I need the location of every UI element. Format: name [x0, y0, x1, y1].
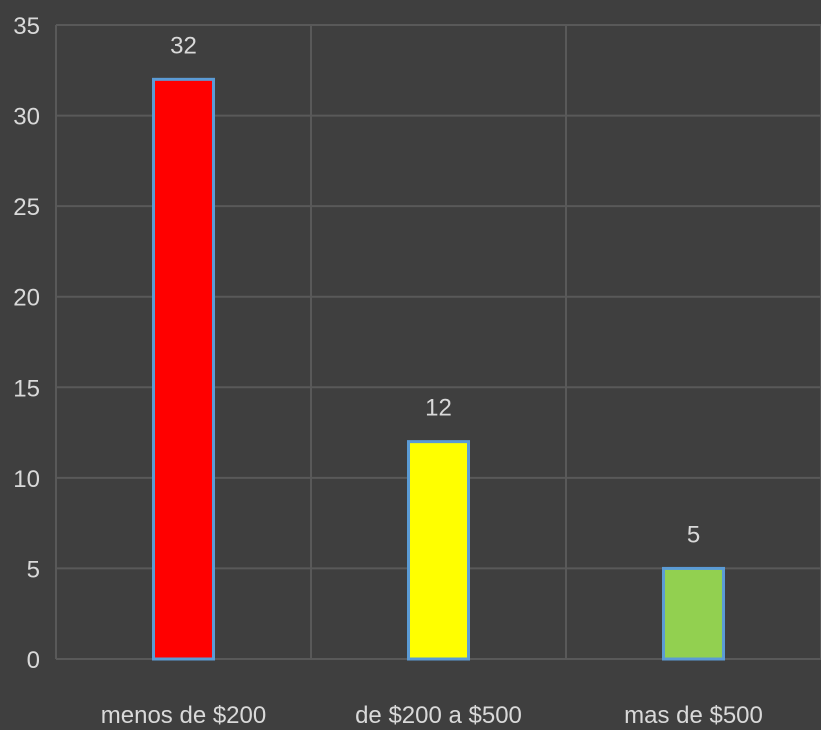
- y-tick-label-15: 15: [13, 375, 40, 402]
- y-axis-ticks: 0 5 10 15 20 25 30 35: [13, 13, 40, 674]
- y-tick-label-35: 35: [13, 13, 40, 40]
- y-tick-label-5: 5: [27, 556, 40, 583]
- data-label-2: 5: [687, 521, 700, 548]
- category-labels: menos de $200 de $200 a $500 mas de $500: [101, 702, 763, 729]
- bar-1: [407, 440, 470, 661]
- y-tick-label-25: 25: [13, 194, 40, 221]
- y-tick-label-0: 0: [27, 647, 40, 674]
- category-label-2: mas de $500: [624, 702, 763, 729]
- category-label-1: de $200 a $500: [355, 702, 522, 729]
- bar-2: [662, 566, 725, 661]
- bars: [152, 77, 725, 661]
- data-label-1: 12: [425, 395, 452, 422]
- y-tick-label-10: 10: [13, 466, 40, 493]
- bar-0: [152, 77, 215, 661]
- category-label-0: menos de $200: [101, 702, 266, 729]
- data-labels: 32 12 5: [170, 32, 700, 548]
- y-tick-label-20: 20: [13, 285, 40, 312]
- y-tick-label-30: 30: [13, 104, 40, 131]
- data-label-0: 32: [170, 32, 197, 59]
